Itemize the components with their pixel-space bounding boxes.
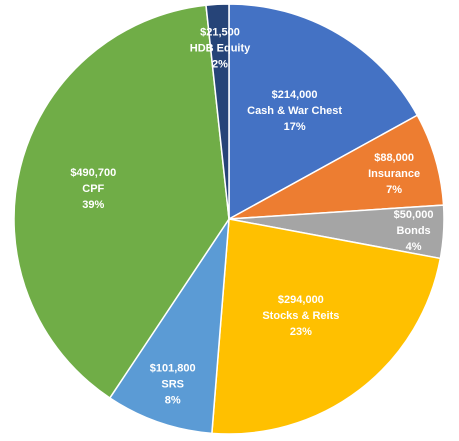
label-pct-stocks-and-reits: 23%	[290, 326, 312, 338]
label-name-stocks-and-reits: Stocks & Reits	[262, 310, 339, 322]
label-pct-cpf: 39%	[82, 199, 104, 211]
data-label-cash-and-war-chest: $214,000 Cash & War Chest 17%	[247, 89, 342, 133]
slice-hdb-equity	[205, 3, 230, 220]
label-pct-srs: 8%	[165, 395, 181, 407]
label-pct-insurance: 7%	[386, 184, 402, 196]
label-pct-cash-and-war-chest: 17%	[284, 121, 306, 133]
labels-layer: $214,000 Cash & War Chest 17% $88,000 Insura…	[70, 27, 433, 407]
data-label-stocks-and-reits: $294,000 Stocks & Reits 23%	[262, 294, 339, 338]
label-name-cpf: CPF	[82, 183, 104, 195]
label-name-insurance: Insurance	[368, 168, 420, 180]
slice-cash-and-war-chest	[228, 3, 419, 221]
label-name-cash-and-war-chest: Cash & War Chest	[247, 105, 342, 117]
label-value-stocks-and-reits: $294,000	[278, 294, 324, 306]
label-value-cash-and-war-chest: $214,000	[272, 89, 318, 101]
label-value-hdb-equity: $21,500	[200, 27, 240, 39]
data-label-hdb-equity: $21,500 HDB Equity 2%	[190, 27, 251, 71]
label-name-bonds: Bonds	[396, 225, 430, 237]
data-label-bonds: $50,000 Bonds 4%	[394, 209, 434, 253]
label-value-insurance: $88,000	[374, 152, 414, 164]
label-pct-bonds: 4%	[406, 241, 422, 253]
label-name-hdb-equity: HDB Equity	[190, 43, 251, 55]
data-label-insurance: $88,000 Insurance 7%	[368, 152, 420, 196]
label-value-srs: $101,800	[150, 363, 196, 375]
data-label-cpf: $490,700 CPF 39%	[70, 167, 116, 211]
label-name-srs: SRS	[161, 379, 184, 391]
slice-srs	[108, 216, 230, 435]
label-value-bonds: $50,000	[394, 209, 434, 221]
slice-cpf	[13, 4, 230, 399]
slice-stocks-and-reits	[211, 218, 442, 435]
data-label-srs: $101,800 SRS 8%	[150, 363, 196, 407]
label-pct-hdb-equity: 2%	[212, 59, 228, 71]
slices-layer	[13, 3, 445, 435]
label-value-cpf: $490,700	[70, 167, 116, 179]
